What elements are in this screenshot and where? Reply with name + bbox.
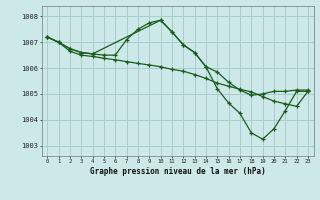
X-axis label: Graphe pression niveau de la mer (hPa): Graphe pression niveau de la mer (hPa) (90, 167, 266, 176)
